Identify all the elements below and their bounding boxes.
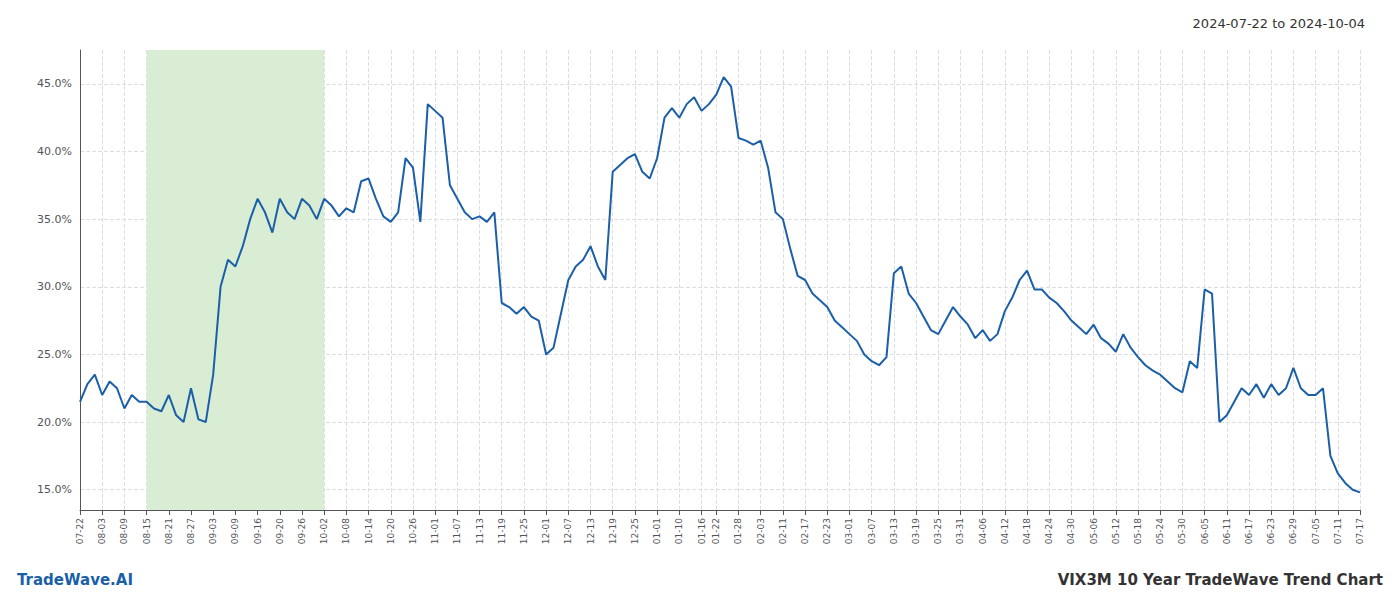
svg-text:05-30: 05-30 [1177,518,1187,544]
svg-text:06-29: 06-29 [1288,518,1298,544]
svg-text:11-01: 11-01 [430,518,440,544]
svg-text:06-23: 06-23 [1266,518,1276,544]
svg-text:11-13: 11-13 [475,518,485,544]
svg-text:02-17: 02-17 [800,518,810,544]
svg-text:09-20: 09-20 [275,518,285,544]
svg-text:TradeWave.AI: TradeWave.AI [17,571,133,589]
svg-text:01-22: 01-22 [711,518,721,544]
svg-text:11-07: 11-07 [452,518,462,544]
svg-text:04-12: 04-12 [1000,518,1010,544]
svg-text:30.0%: 30.0% [37,280,72,293]
svg-text:07-11: 07-11 [1333,518,1343,544]
svg-text:02-23: 02-23 [822,518,832,544]
svg-text:02-11: 02-11 [778,518,788,544]
svg-text:40.0%: 40.0% [37,145,72,158]
svg-text:12-13: 12-13 [586,518,596,544]
svg-text:08-03: 08-03 [97,518,107,544]
svg-text:01-10: 01-10 [674,518,684,544]
svg-text:03-01: 03-01 [844,518,854,544]
svg-text:01-28: 01-28 [733,518,743,544]
svg-text:10-26: 10-26 [408,518,418,544]
svg-text:45.0%: 45.0% [37,77,72,90]
svg-text:09-16: 09-16 [253,518,263,544]
svg-text:04-30: 04-30 [1066,518,1076,544]
svg-text:07-17: 07-17 [1355,518,1365,544]
svg-text:03-07: 03-07 [867,518,877,544]
svg-text:03-25: 03-25 [933,518,943,544]
svg-text:09-26: 09-26 [297,518,307,544]
svg-text:12-07: 12-07 [563,518,573,544]
svg-text:20.0%: 20.0% [37,416,72,429]
svg-text:12-25: 12-25 [630,518,640,544]
svg-text:15.0%: 15.0% [37,483,72,496]
svg-text:05-24: 05-24 [1155,518,1165,544]
svg-text:12-19: 12-19 [608,518,618,544]
svg-text:04-24: 04-24 [1044,518,1054,544]
svg-text:03-13: 03-13 [889,518,899,544]
svg-text:07-05: 07-05 [1311,518,1321,544]
svg-text:06-05: 06-05 [1200,518,1210,544]
svg-text:10-02: 10-02 [319,518,329,544]
svg-text:11-19: 11-19 [497,518,507,544]
svg-text:2024-07-22 to 2024-10-04: 2024-07-22 to 2024-10-04 [1193,16,1365,31]
svg-text:03-31: 03-31 [955,518,965,544]
svg-text:05-18: 05-18 [1133,518,1143,544]
svg-text:25.0%: 25.0% [37,348,72,361]
svg-text:VIX3M 10 Year TradeWave Trend: VIX3M 10 Year TradeWave Trend Chart [1058,571,1383,589]
svg-text:04-18: 04-18 [1022,518,1032,544]
svg-text:01-01: 01-01 [652,518,662,544]
svg-text:08-09: 08-09 [119,518,129,544]
svg-text:03-19: 03-19 [911,518,921,544]
svg-text:08-21: 08-21 [164,518,174,544]
svg-text:06-17: 06-17 [1244,518,1254,544]
svg-text:02-03: 02-03 [756,518,766,544]
svg-text:05-12: 05-12 [1111,518,1121,544]
svg-text:12-01: 12-01 [541,518,551,544]
svg-text:04-06: 04-06 [978,518,988,544]
svg-text:09-03: 09-03 [208,518,218,544]
svg-text:10-08: 10-08 [341,518,351,544]
svg-text:10-14: 10-14 [364,518,374,544]
svg-text:09-09: 09-09 [230,518,240,544]
svg-text:10-20: 10-20 [386,518,396,544]
svg-text:35.0%: 35.0% [37,213,72,226]
svg-text:07-22: 07-22 [75,518,85,544]
svg-text:05-06: 05-06 [1089,518,1099,544]
svg-text:08-27: 08-27 [186,518,196,544]
svg-text:01-16: 01-16 [697,518,707,544]
svg-text:11-25: 11-25 [519,518,529,544]
svg-text:08-15: 08-15 [142,518,152,544]
svg-text:06-11: 06-11 [1222,518,1232,544]
